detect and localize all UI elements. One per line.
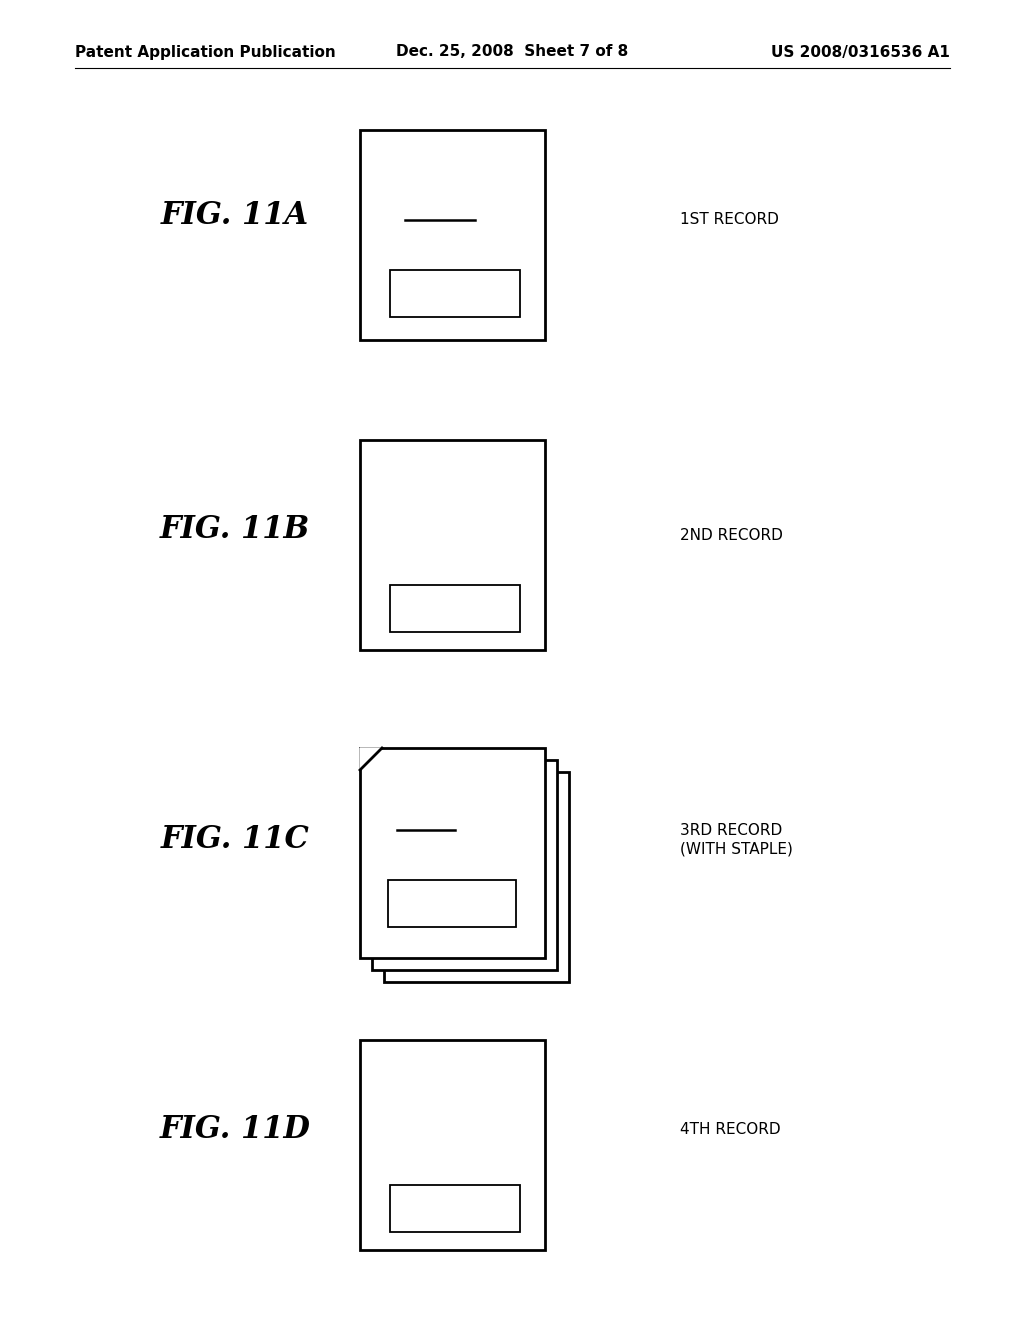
Bar bbox=[360, 1040, 545, 1250]
Bar bbox=[360, 440, 545, 649]
Bar bbox=[390, 271, 520, 317]
Bar bbox=[372, 760, 557, 970]
Text: US 2008/0316536 A1: US 2008/0316536 A1 bbox=[771, 45, 950, 59]
Text: 1ST RECORD: 1ST RECORD bbox=[680, 213, 779, 227]
Text: 4TH RECORD: 4TH RECORD bbox=[680, 1122, 780, 1138]
Text: Dec. 25, 2008  Sheet 7 of 8: Dec. 25, 2008 Sheet 7 of 8 bbox=[396, 45, 628, 59]
Text: 2ND RECORD: 2ND RECORD bbox=[680, 528, 783, 543]
Text: 3RD RECORD
(WITH STAPLE): 3RD RECORD (WITH STAPLE) bbox=[680, 824, 793, 857]
Text: FIG. 11B: FIG. 11B bbox=[160, 515, 310, 545]
Bar bbox=[360, 129, 545, 341]
Text: Patent Application Publication: Patent Application Publication bbox=[75, 45, 336, 59]
Bar bbox=[390, 585, 520, 632]
Text: FIG. 11D: FIG. 11D bbox=[160, 1114, 310, 1146]
Bar bbox=[360, 748, 545, 958]
Bar bbox=[390, 1185, 520, 1232]
Polygon shape bbox=[360, 748, 382, 770]
Text: FIG. 11A: FIG. 11A bbox=[161, 199, 309, 231]
Text: FIG. 11C: FIG. 11C bbox=[161, 825, 309, 855]
Bar bbox=[384, 772, 569, 982]
Bar bbox=[388, 880, 516, 927]
